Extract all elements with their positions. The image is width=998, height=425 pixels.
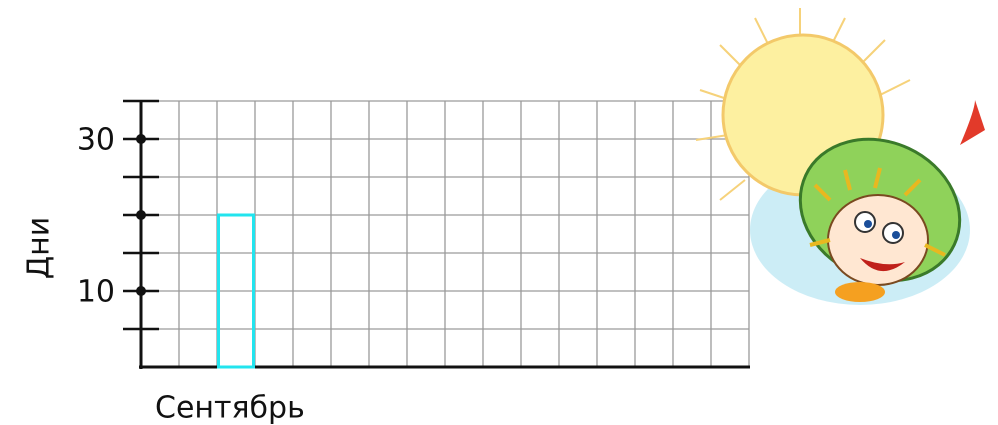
- bar: [217, 213, 255, 369]
- y-axis-label: Дни: [22, 217, 57, 280]
- y-tick-label: 10: [77, 275, 115, 310]
- grid: 10 30: [77, 99, 750, 369]
- x-tick-label: Сентябрь: [155, 391, 305, 425]
- y-tick-label: 30: [77, 123, 115, 158]
- marks: Сентябрь: [155, 213, 305, 425]
- sun-illustration: [695, 8, 985, 305]
